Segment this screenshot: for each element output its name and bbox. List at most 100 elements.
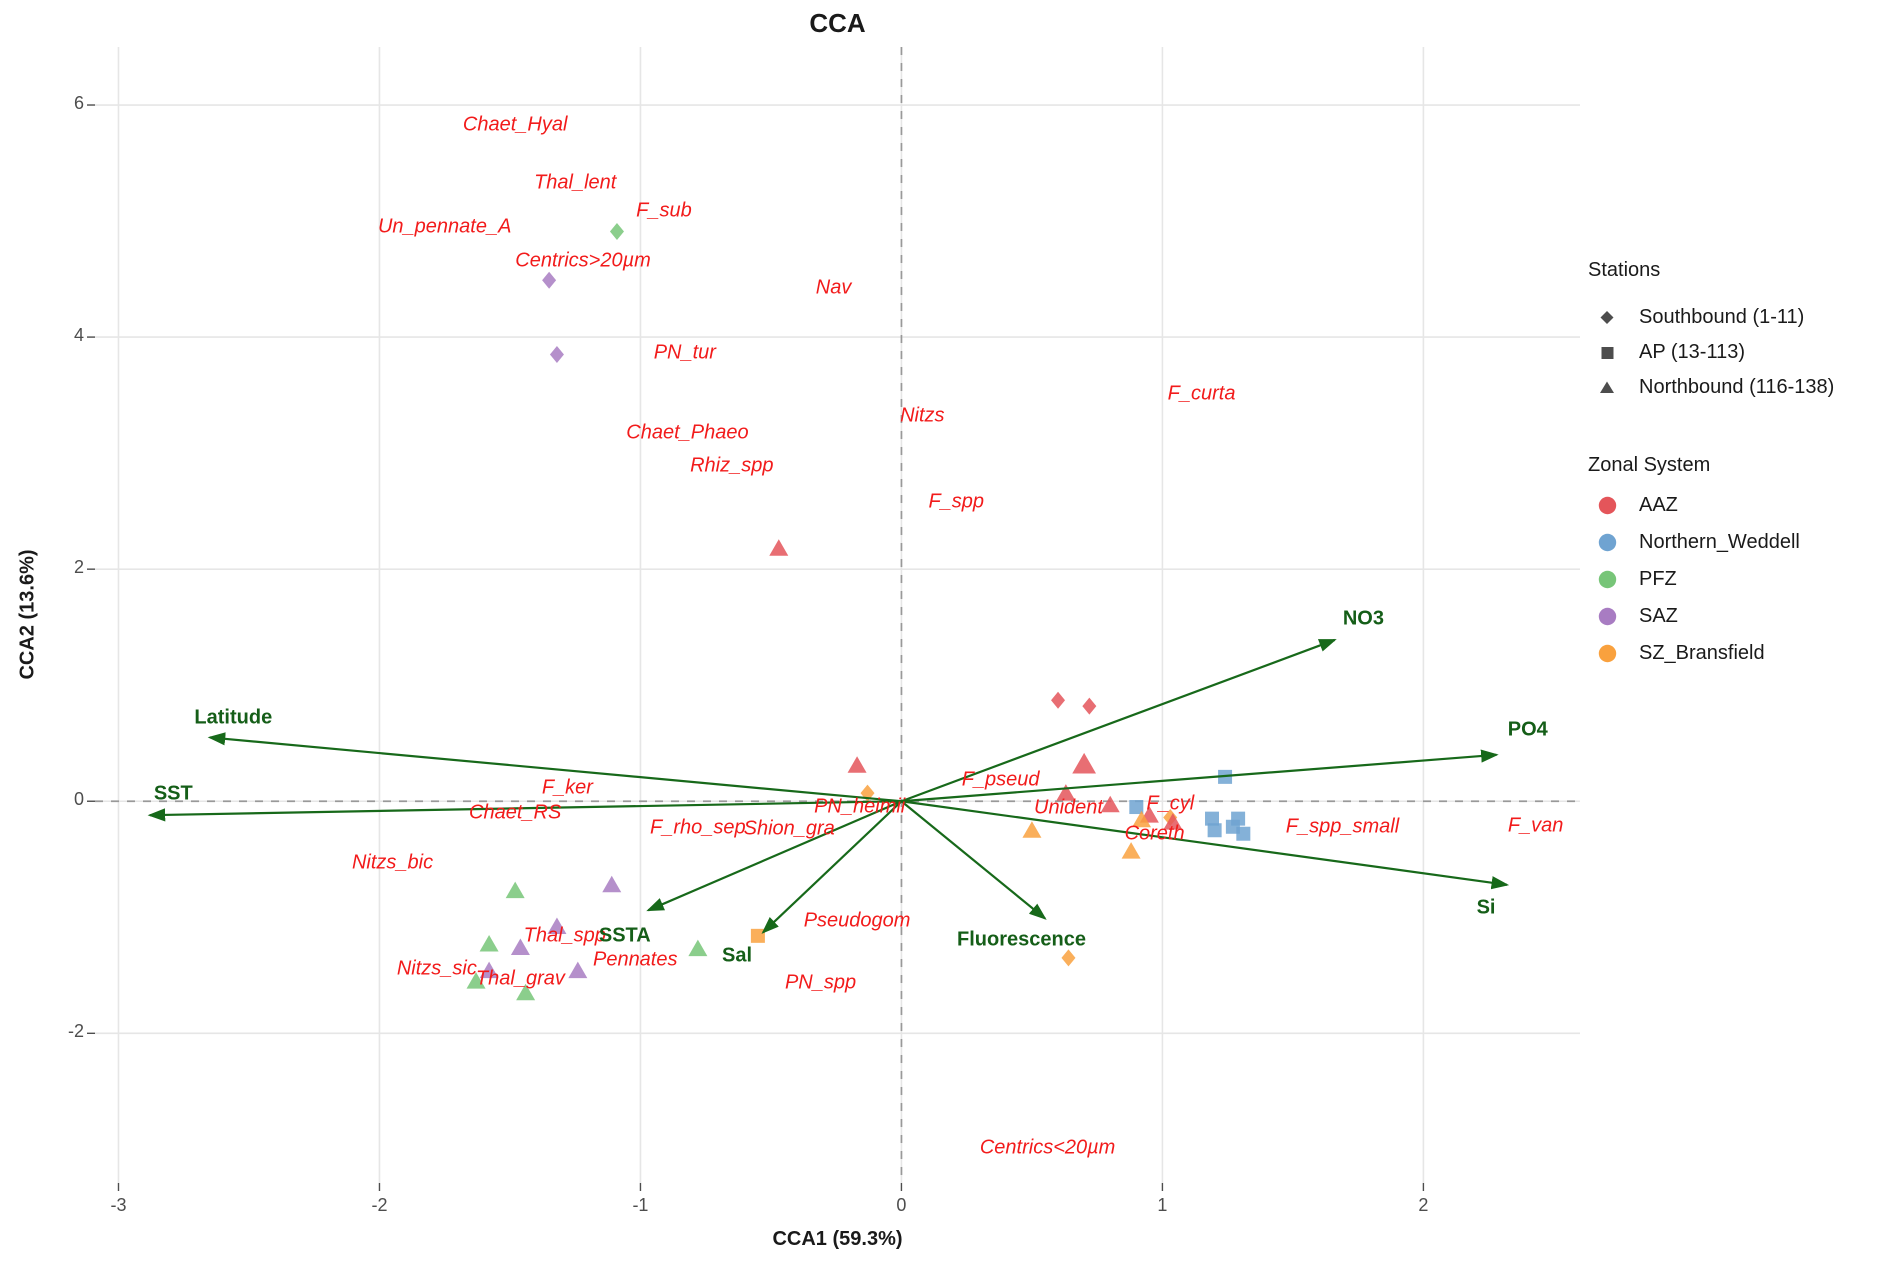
data-point-square	[1236, 826, 1251, 841]
x-tick-label: 0	[896, 1195, 907, 1215]
data-point-triangle	[1132, 810, 1152, 828]
species-label: F_curta	[1167, 382, 1236, 405]
x-axis-title: CCA1 (59.3%)	[772, 1228, 903, 1250]
data-point-triangle	[688, 939, 708, 957]
legend-item-zone: PFZ	[1588, 561, 1888, 598]
legend-item-station: AP (13-113)	[1588, 335, 1888, 370]
species-label: PN_tur	[653, 341, 716, 364]
species-label: Chaet_RS	[469, 801, 562, 824]
species-label: Chaet_Hyal	[462, 113, 568, 136]
data-point-triangle	[547, 917, 567, 935]
species-label: Centrics>20µm	[515, 249, 651, 271]
legend-item-label: AAZ	[1639, 494, 1678, 516]
species-label: F_sub	[636, 199, 692, 222]
legend-item-station: Northbound (116-138)	[1588, 370, 1888, 405]
data-point-diamond	[1082, 697, 1097, 715]
data-point-triangle	[1100, 795, 1120, 813]
data-point-triangle	[1163, 813, 1183, 830]
data-point-square	[1205, 811, 1220, 826]
y-tick-label: 4	[73, 325, 84, 346]
legend-item-zone: SZ_Bransfield	[1588, 635, 1888, 672]
species-label: F_spp_small	[1285, 815, 1400, 838]
data-point-diamond	[609, 222, 624, 240]
y-tick-label: 0	[73, 789, 84, 810]
env-label-latitude: Latitude	[194, 706, 273, 729]
species-label: Thal_spp	[523, 924, 606, 947]
env-arrow-no3	[901, 638, 1337, 803]
species-label: Coreth	[1124, 822, 1185, 845]
data-point-triangle	[1056, 784, 1076, 801]
legend-zones-title: Zonal System	[1588, 454, 1711, 476]
y-tick-label: 2	[73, 557, 84, 578]
legend-item-label: Southbound (1-11)	[1639, 306, 1805, 328]
triangle-icon	[1588, 380, 1626, 395]
species-label: F_ker	[541, 776, 593, 799]
legend-stations-title: Stations	[1588, 259, 1661, 281]
env-label-fluorescence: Fluorescence	[957, 928, 1086, 951]
species-label: Nitzs	[900, 404, 945, 427]
diamond-icon	[1588, 310, 1626, 325]
species-label: Unident	[1034, 796, 1103, 819]
species-label: F_cyl	[1146, 792, 1195, 815]
species-label: F_rho_sep	[650, 816, 746, 839]
square-icon	[1588, 345, 1626, 360]
data-point-triangle	[1072, 752, 1097, 774]
env-arrow-si	[901, 800, 1510, 890]
species-label: Un_pennate_A	[377, 215, 512, 238]
data-point-triangle	[479, 934, 499, 952]
y-tick-label: 6	[73, 93, 84, 114]
x-tick-label: 2	[1418, 1195, 1429, 1215]
species-label: Nitzs_bic	[351, 851, 434, 874]
legend-item-label: Northern_Weddell	[1639, 531, 1800, 553]
species-label: Pennates	[592, 948, 678, 971]
env-arrow-sst	[147, 800, 902, 822]
legend-item-zone: Northern_Weddell	[1588, 524, 1888, 561]
data-point-triangle	[479, 961, 499, 979]
x-tick-label: -3	[110, 1195, 127, 1215]
species-label: Nav	[815, 276, 852, 299]
x-tick-label: -2	[371, 1195, 388, 1215]
env-arrow-fluorescence	[900, 800, 1047, 920]
legend-item-zone: SAZ	[1588, 598, 1888, 635]
circle-icon	[1588, 644, 1626, 663]
legend-zones-items: AAZ Northern_Weddell PFZ SAZ SZ_Bransfield	[1588, 487, 1888, 672]
legend-item-label: PFZ	[1639, 568, 1677, 590]
species-label: F_van	[1507, 814, 1564, 837]
x-tick-label: -1	[632, 1195, 649, 1215]
species-label: Thal_grav	[475, 967, 565, 990]
species-label: F_spp	[928, 490, 985, 513]
env-label-no3: NO3	[1342, 607, 1384, 630]
legend-stations-items: Southbound (1-11) AP (13-113) Northbound (…	[1588, 300, 1888, 405]
data-point-triangle	[1121, 842, 1141, 859]
legend: Stations Southbound (1-11) AP (13-113) Nor…	[1588, 256, 1888, 672]
circle-icon	[1588, 607, 1626, 626]
y-tick-label: -2	[67, 1021, 84, 1042]
data-point-triangle	[769, 539, 789, 556]
legend-item-label: SAZ	[1639, 605, 1678, 627]
data-point-diamond	[549, 345, 564, 363]
env-label-po4: PO4	[1507, 718, 1548, 741]
data-point-triangle	[505, 881, 525, 899]
species-label: F_pseud	[961, 768, 1040, 791]
species-label: Shion_gra	[743, 817, 835, 840]
env-arrow-po4	[901, 749, 1499, 803]
species-label: Centrics<20µm	[979, 1136, 1116, 1159]
species-label: Thal_lent	[534, 171, 617, 194]
data-point-triangle	[510, 938, 530, 955]
species-label: PN_heimii	[814, 795, 906, 818]
data-point-triangle	[847, 756, 867, 773]
x-tick-label: 1	[1157, 1195, 1168, 1215]
env-label-si: Si	[1476, 896, 1496, 919]
y-axis-title: CCA2 (13.6%)	[16, 549, 39, 680]
data-point-diamond	[1051, 691, 1066, 709]
data-point-square	[1129, 800, 1144, 815]
env-arrow-sal	[761, 800, 903, 934]
legend-item-label: Northbound (116-138)	[1639, 376, 1835, 398]
env-label-sal: Sal	[722, 944, 753, 967]
legend-item-label: SZ_Bransfield	[1639, 642, 1765, 664]
legend-item-station: Southbound (1-11)	[1588, 300, 1888, 335]
data-point-diamond	[542, 271, 557, 289]
circle-icon	[1588, 533, 1626, 552]
